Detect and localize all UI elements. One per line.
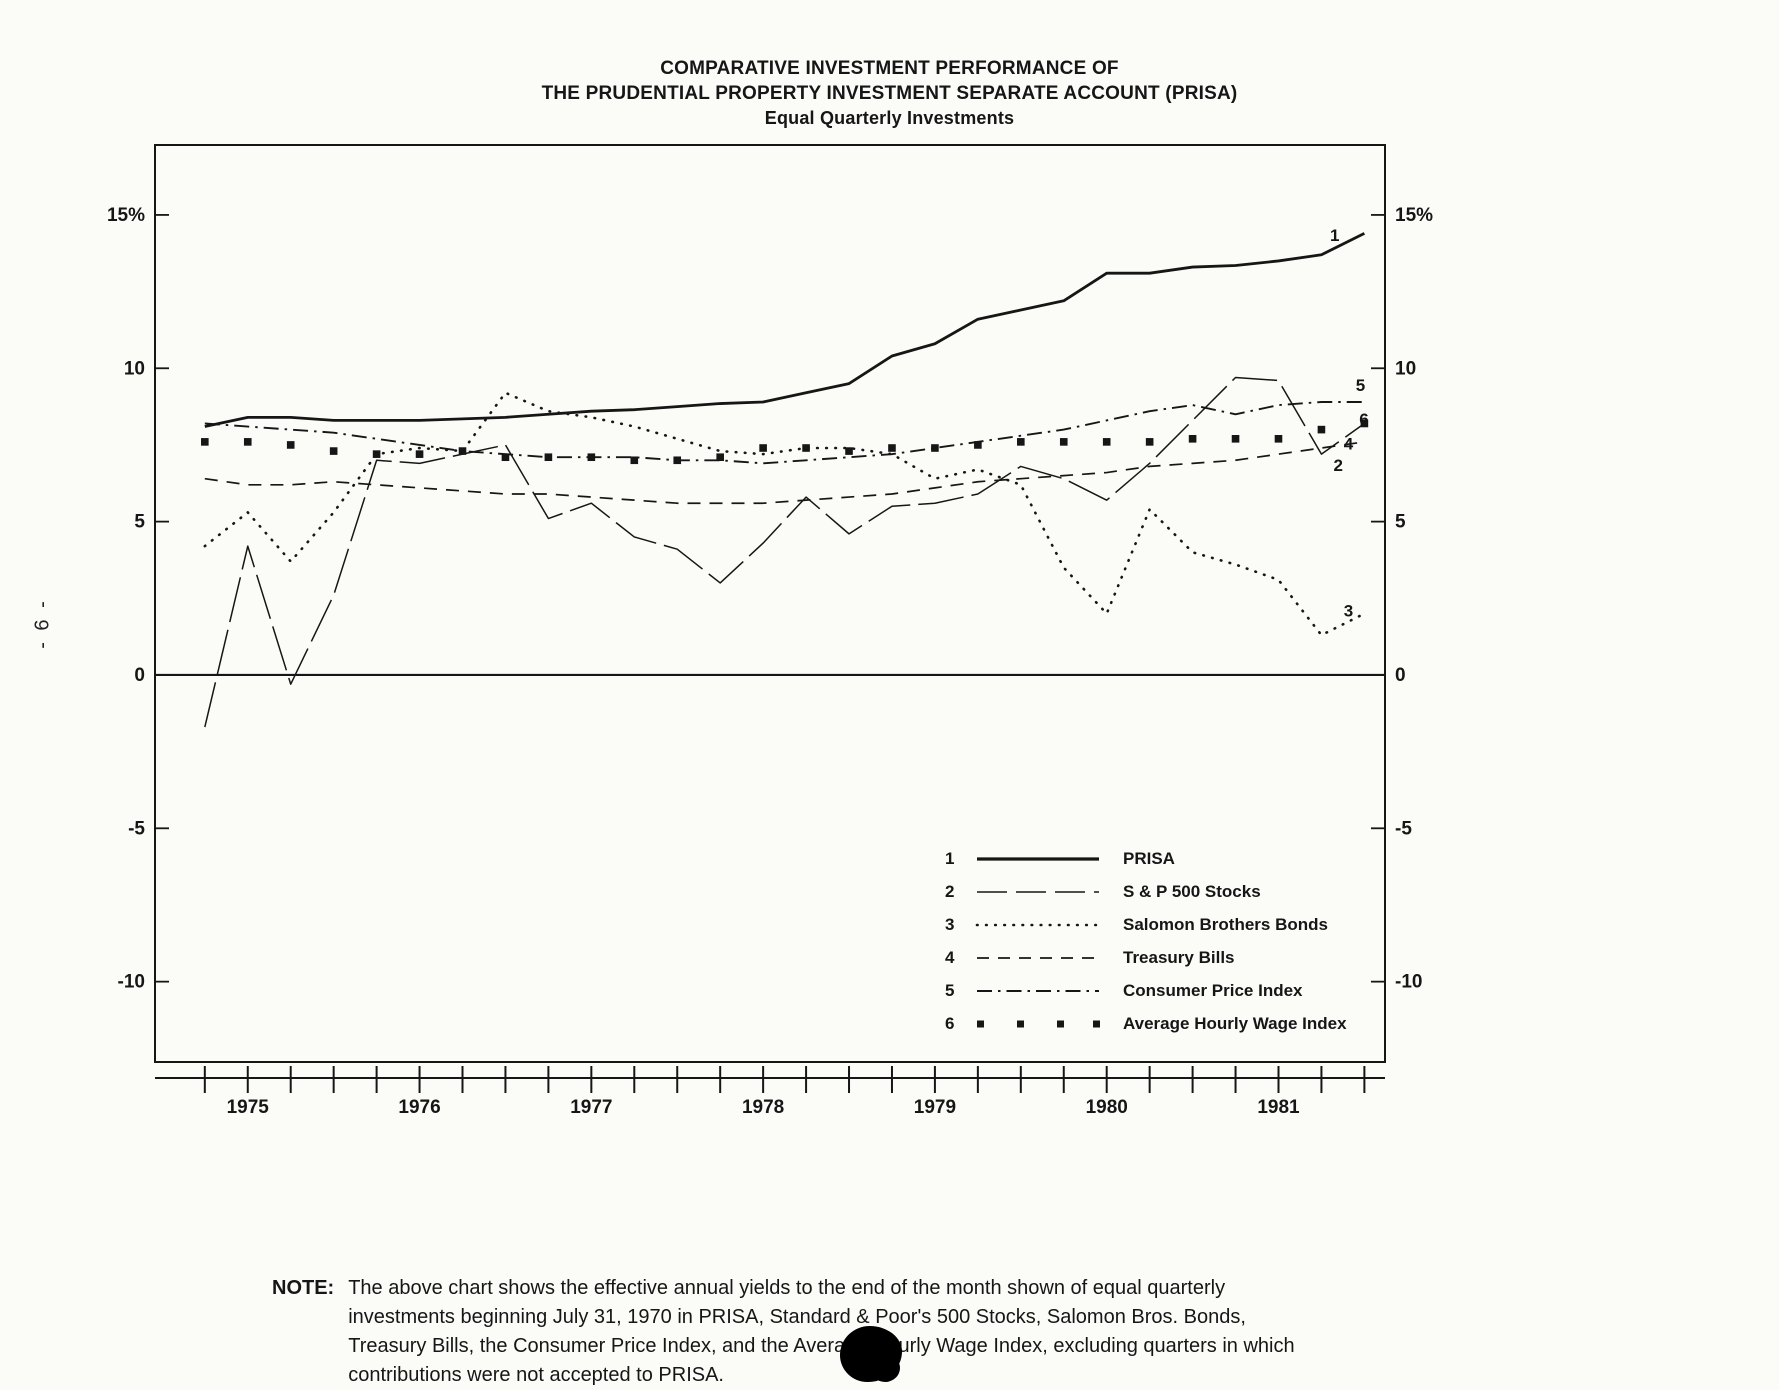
svg-text:-10: -10: [118, 972, 145, 993]
solid-line-sample-icon: [977, 856, 1099, 861]
legend-item-wage-index: 6 Average Hourly Wage Index: [945, 1007, 1347, 1040]
svg-text:5: 5: [134, 512, 145, 533]
note-line-2: investments beginning July 31, 1970 in P…: [348, 1306, 1246, 1328]
note-line-1: The above chart shows the effective annu…: [348, 1277, 1226, 1299]
ink-blot-artifact: [840, 1326, 902, 1382]
legend-label: Treasury Bills: [1123, 947, 1235, 967]
svg-text:3: 3: [1344, 602, 1353, 621]
svg-text:1980: 1980: [1086, 1097, 1128, 1118]
svg-text:15%: 15%: [1395, 205, 1433, 226]
svg-text:10: 10: [124, 358, 145, 379]
svg-text:5: 5: [1356, 376, 1365, 395]
title-line-3: Equal Quarterly Investments: [764, 108, 1015, 128]
legend-number: 5: [945, 980, 955, 1000]
legend-item-salomon-bonds: 3 Salomon Brothers Bonds: [945, 908, 1347, 941]
note-line-4: contributions were not accepted to PRISA…: [348, 1364, 724, 1386]
svg-text:-5: -5: [1395, 818, 1412, 839]
legend-number: 1: [945, 848, 955, 868]
legend-number: 4: [945, 947, 955, 967]
dotted-line-sample-icon: [975, 923, 1101, 926]
svg-text:1978: 1978: [742, 1097, 784, 1118]
legend-item-prisa: 1 PRISA: [945, 842, 1347, 875]
legend-number: 2: [945, 881, 955, 901]
legend-label: S & P 500 Stocks: [1123, 881, 1261, 901]
title-line-1: COMPARATIVE INVESTMENT PERFORMANCE OF: [660, 58, 1119, 79]
svg-text:1975: 1975: [227, 1097, 270, 1118]
legend-label: Average Hourly Wage Index: [1123, 1013, 1347, 1033]
svg-text:1979: 1979: [914, 1097, 956, 1118]
svg-text:2: 2: [1333, 456, 1342, 475]
svg-text:4: 4: [1344, 434, 1354, 453]
note-label: NOTE:: [272, 1277, 335, 1299]
svg-text:0: 0: [134, 665, 145, 686]
legend-label: PRISA: [1123, 848, 1175, 868]
note-line-3: Treasury Bills, the Consumer Price Index…: [348, 1335, 1295, 1357]
svg-text:6: 6: [1359, 410, 1368, 429]
square-marker-sample-icon: [977, 1020, 1100, 1027]
svg-text:1976: 1976: [398, 1097, 440, 1118]
svg-text:15%: 15%: [107, 205, 145, 226]
svg-text:0: 0: [1395, 665, 1406, 686]
long-dash-line-sample-icon: [977, 890, 1099, 893]
legend-item-cpi: 5 Consumer Price Index: [945, 974, 1347, 1007]
legend-number: 3: [945, 914, 955, 934]
legend-number: 6: [945, 1013, 955, 1033]
legend-label: Consumer Price Index: [1123, 980, 1303, 1000]
note-text: The above chart shows the effective annu…: [348, 1274, 1294, 1390]
chart-legend: 1 PRISA 2 S & P 500 Stocks 3 Salomon Bro…: [945, 842, 1347, 1040]
svg-text:1: 1: [1330, 226, 1339, 245]
svg-text:5: 5: [1395, 512, 1406, 533]
svg-text:1977: 1977: [570, 1097, 612, 1118]
title-line-2: THE PRUDENTIAL PROPERTY INVESTMENT SEPAR…: [541, 83, 1238, 104]
chart-title: COMPARATIVE INVESTMENT PERFORMANCE OF TH…: [0, 56, 1779, 131]
legend-label: Salomon Brothers Bonds: [1123, 914, 1328, 934]
legend-item-treasury-bills: 4 Treasury Bills: [945, 941, 1347, 974]
dashed-line-sample-icon: [977, 956, 1099, 959]
legend-item-sp500: 2 S & P 500 Stocks: [945, 875, 1347, 908]
svg-text:10: 10: [1395, 358, 1416, 379]
svg-text:-10: -10: [1395, 972, 1422, 993]
dash-dot-line-sample-icon: [977, 989, 1099, 992]
svg-text:1981: 1981: [1257, 1097, 1300, 1118]
svg-text:-5: -5: [128, 818, 145, 839]
